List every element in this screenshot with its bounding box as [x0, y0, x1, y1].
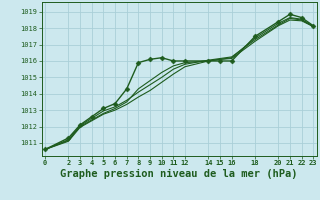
X-axis label: Graphe pression niveau de la mer (hPa): Graphe pression niveau de la mer (hPa) — [60, 169, 298, 179]
